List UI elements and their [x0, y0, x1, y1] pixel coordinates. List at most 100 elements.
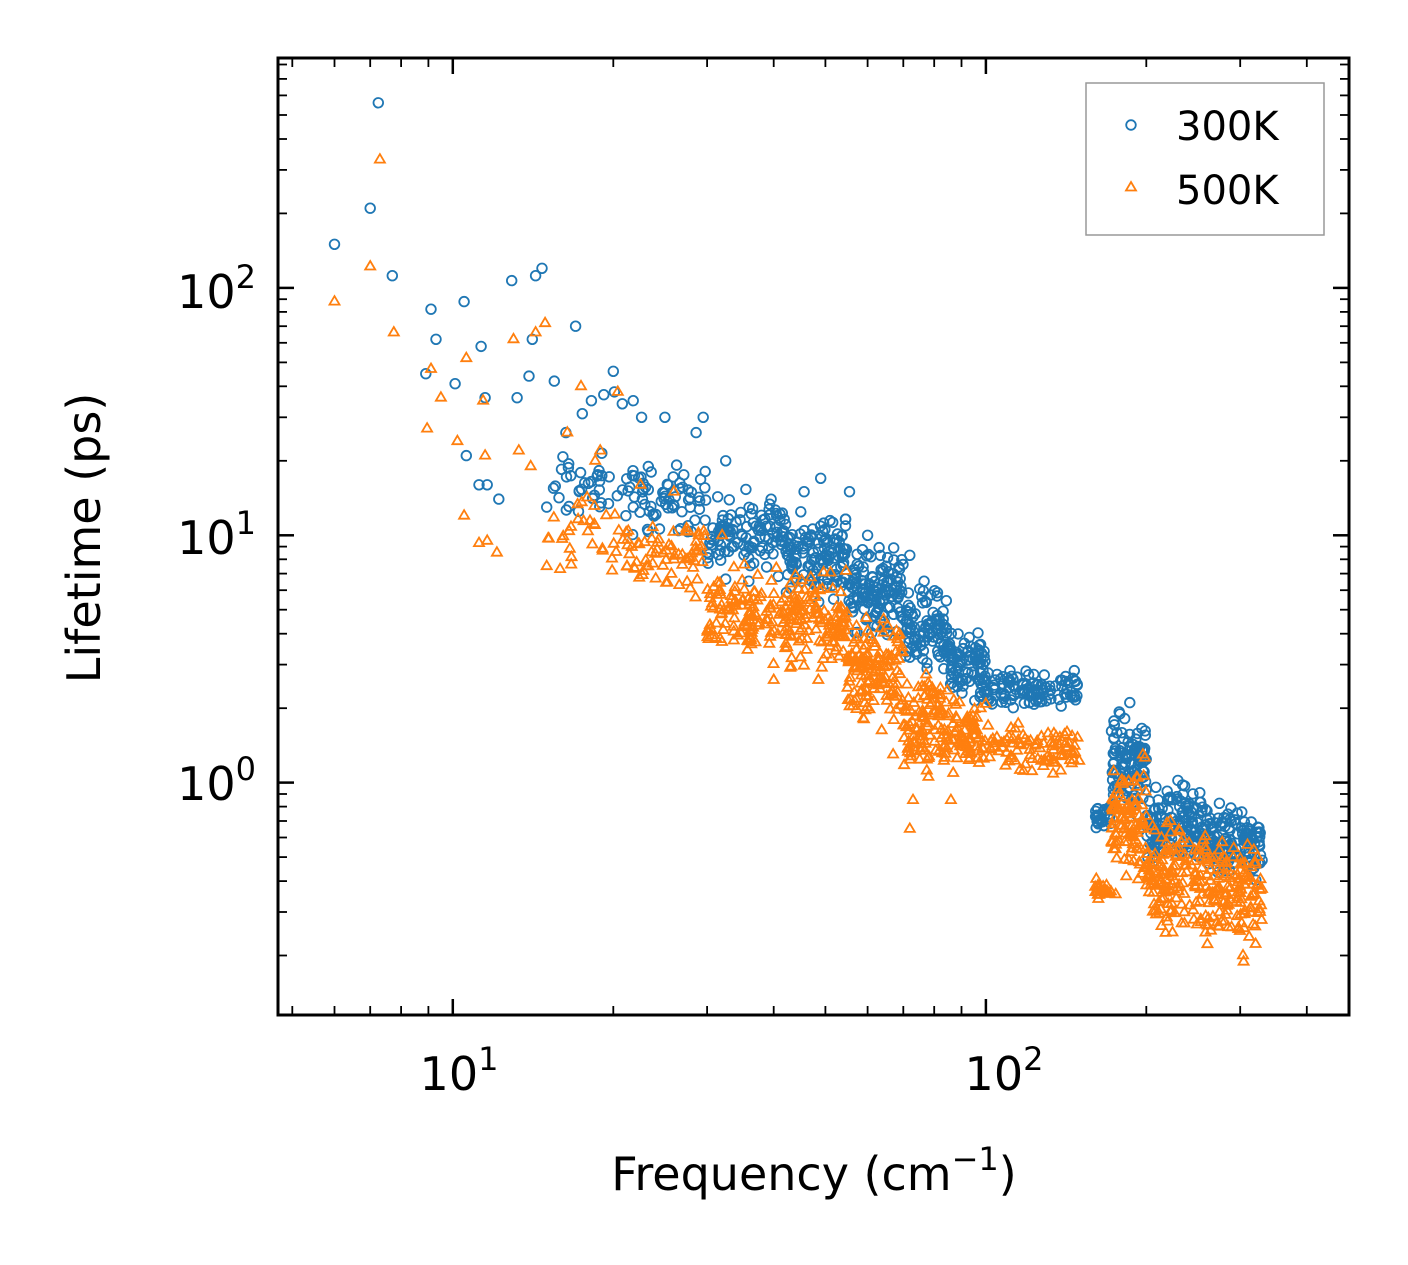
- data-point-500k-927: [1165, 925, 1180, 937]
- data-point-500k-458: [853, 647, 867, 660]
- data-point-500k-562: [913, 732, 927, 744]
- data-point-300k-308: [827, 593, 840, 605]
- data-point-300k-101: [694, 473, 707, 486]
- data-point-300k-840: [1116, 727, 1128, 739]
- data-point-300k-436: [891, 571, 903, 583]
- data-point-300k-624: [956, 687, 968, 699]
- data-point-500k-210: [764, 573, 779, 585]
- data-point-300k-323: [827, 516, 839, 529]
- data-point-500k-207: [713, 582, 727, 594]
- data-point-500k-181: [704, 599, 718, 611]
- data-point-500k-721: [1041, 726, 1055, 738]
- data-point-300k-766: [1064, 689, 1077, 701]
- data-point-500k-941: [1164, 825, 1178, 837]
- data-point-500k-17: [571, 497, 585, 509]
- data-point-500k-689: [983, 750, 997, 762]
- data-point-500k-731: [1030, 733, 1044, 745]
- data-point-500k-87: [666, 524, 680, 536]
- data-point-300k-14: [573, 485, 585, 498]
- data-point-300k-460: [877, 562, 889, 575]
- data-point-500k-920: [1177, 916, 1192, 928]
- data-point-500k-6: [585, 537, 599, 549]
- data-point-300k-138: [759, 513, 771, 525]
- data-point-300k-1204: [493, 493, 505, 505]
- data-point-500k-888: [1133, 857, 1147, 869]
- data-point-500k-560: [927, 734, 942, 746]
- data-point-300k-344: [832, 550, 845, 562]
- data-point-500k-1077: [1202, 895, 1216, 908]
- data-point-500k-736: [1060, 724, 1074, 736]
- data-point-500k-598: [936, 739, 950, 751]
- data-point-500k-1018: [1184, 858, 1199, 870]
- data-point-500k-672: [1010, 743, 1024, 755]
- data-point-500k-1151: [1211, 919, 1225, 931]
- data-point-300k-23: [563, 458, 575, 470]
- data-point-500k-963: [1159, 925, 1173, 937]
- data-point-500k-479: [884, 649, 899, 661]
- data-point-300k-341: [829, 533, 841, 545]
- data-point-300k-469: [858, 603, 871, 615]
- data-point-500k-212: [763, 629, 777, 641]
- data-point-300k-1177: [1251, 831, 1263, 844]
- data-point-500k-255: [792, 581, 806, 593]
- data-point-500k-303: [784, 659, 798, 671]
- data-point-500k-313: [778, 599, 793, 611]
- data-point-500k-801: [1119, 869, 1133, 881]
- data-point-300k-547: [902, 587, 915, 599]
- data-point-500k-33: [645, 531, 659, 543]
- data-point-500k-1019: [1156, 891, 1171, 903]
- data-point-500k-24: [612, 523, 626, 535]
- data-point-500k-92: [659, 552, 673, 564]
- data-point-500k-1014: [1195, 860, 1209, 872]
- data-point-300k-1182: [1236, 806, 1248, 818]
- data-point-300k-24: [555, 463, 568, 476]
- data-point-500k-571: [903, 752, 917, 764]
- data-point-500k-579: [940, 683, 954, 695]
- data-point-300k-1041: [1185, 817, 1198, 829]
- data-point-300k-545: [918, 575, 930, 587]
- data-point-500k-1139: [1239, 869, 1253, 881]
- data-point-500k-581: [931, 709, 946, 721]
- data-point-500k-133: [762, 636, 776, 648]
- data-point-300k-182: [726, 541, 738, 553]
- data-point-500k-1092: [1200, 850, 1214, 863]
- data-point-300k-1143: [1213, 797, 1226, 810]
- data-point-500k-348: [804, 570, 818, 582]
- data-point-300k-786: [1091, 803, 1104, 815]
- data-point-500k-871: [1121, 798, 1135, 810]
- data-point-300k-519: [909, 608, 921, 620]
- data-point-300k-1212: [548, 375, 561, 387]
- data-point-300k-22: [591, 470, 603, 482]
- data-point-500k-1166: [1219, 887, 1233, 899]
- data-point-500k-1113: [1249, 936, 1263, 948]
- data-point-500k-367: [847, 635, 861, 647]
- data-point-300k-47: [676, 506, 688, 518]
- data-point-300k-20: [579, 477, 591, 489]
- data-point-500k-994: [1154, 830, 1169, 842]
- data-point-500k-332: [820, 630, 834, 642]
- data-point-300k-244: [779, 518, 792, 531]
- data-point-500k-196: [744, 632, 758, 644]
- data-point-300k-139: [760, 561, 773, 573]
- data-point-500k-787: [1110, 851, 1124, 863]
- data-point-500k-26: [583, 513, 597, 525]
- data-point-500k-1201: [736, 592, 750, 604]
- data-point-300k-1200: [473, 479, 485, 491]
- data-point-500k-993: [1170, 847, 1184, 860]
- data-point-500k-1152: [1229, 894, 1243, 906]
- data-point-300k-5: [549, 480, 562, 492]
- data-point-300k-327: [839, 513, 852, 525]
- data-point-300k-184: [743, 540, 755, 552]
- data-point-300k-768: [989, 674, 1002, 686]
- data-point-500k-177: [711, 575, 725, 587]
- data-point-500k-594: [921, 716, 935, 728]
- data-point-500k-1008: [1140, 846, 1154, 858]
- data-point-500k-470: [889, 623, 904, 635]
- data-point-500k-745: [1024, 733, 1038, 745]
- data-point-500k-19: [605, 551, 619, 563]
- data-point-500k-658: [970, 739, 984, 751]
- data-point-300k-1210: [536, 262, 548, 275]
- data-point-500k-1111: [1223, 880, 1237, 893]
- data-point-500k-188: [743, 623, 757, 636]
